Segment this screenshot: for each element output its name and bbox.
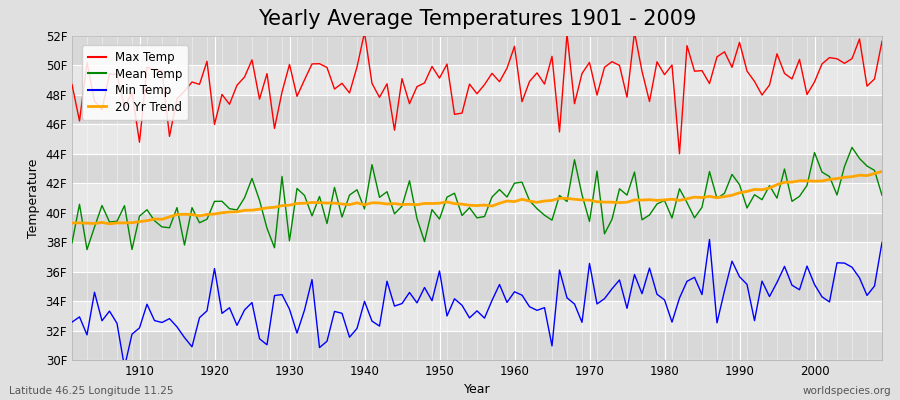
Max Temp [292,94,302,99]
Line: Min Temp: Min Temp [72,240,882,367]
Mean Temp [344,193,355,198]
Min Temp [134,326,145,330]
Max Temp [509,44,520,49]
20 Yr Trend [299,201,310,206]
Mean Temp [877,193,887,198]
Min Temp [704,237,715,242]
Line: 20 Yr Trend: 20 Yr Trend [72,172,882,224]
Mean Temp [82,247,93,252]
Min Temp [509,289,520,294]
Bar [72,213,882,242]
Y-axis label: Temperature: Temperature [27,158,40,238]
Line: Mean Temp: Mean Temp [72,147,882,250]
Mean Temp [134,214,145,218]
Min Temp [67,320,77,324]
Title: Yearly Average Temperatures 1901 - 2009: Yearly Average Temperatures 1901 - 2009 [257,9,697,29]
Mean Temp [67,240,77,245]
Legend: Max Temp, Mean Temp, Min Temp, 20 Yr Trend: Max Temp, Mean Temp, Min Temp, 20 Yr Tre… [82,45,188,120]
Mean Temp [517,180,527,184]
Bar [72,242,882,272]
20 Yr Trend [607,200,617,204]
Min Temp [344,335,355,340]
Max Temp [127,90,138,95]
Min Temp [517,293,527,298]
20 Yr Trend [134,219,145,224]
Bar [72,66,882,95]
20 Yr Trend [509,199,520,204]
Bar [72,272,882,301]
Max Temp [337,81,347,86]
Bar [72,154,882,183]
Mean Temp [607,217,617,222]
Text: worldspecies.org: worldspecies.org [803,386,891,396]
20 Yr Trend [104,222,115,226]
Mean Temp [847,145,858,150]
20 Yr Trend [67,221,77,226]
20 Yr Trend [877,169,887,174]
Max Temp [877,39,887,44]
Max Temp [501,66,512,70]
Mean Temp [299,193,310,198]
Max Temp [674,151,685,156]
Mean Temp [509,181,520,186]
Min Temp [299,308,310,312]
Min Temp [877,240,887,245]
Max Temp [67,82,77,87]
Max Temp [629,30,640,34]
Text: Latitude 46.25 Longitude 11.25: Latitude 46.25 Longitude 11.25 [9,386,174,396]
20 Yr Trend [344,202,355,207]
Bar [72,301,882,330]
Bar [72,95,882,124]
Bar [72,124,882,154]
Min Temp [119,365,130,370]
Bar [72,330,882,360]
X-axis label: Year: Year [464,384,490,396]
Bar [72,183,882,213]
20 Yr Trend [517,197,527,202]
Max Temp [599,65,610,70]
Min Temp [607,286,617,291]
Bar [72,36,882,66]
Line: Max Temp: Max Temp [72,32,882,154]
